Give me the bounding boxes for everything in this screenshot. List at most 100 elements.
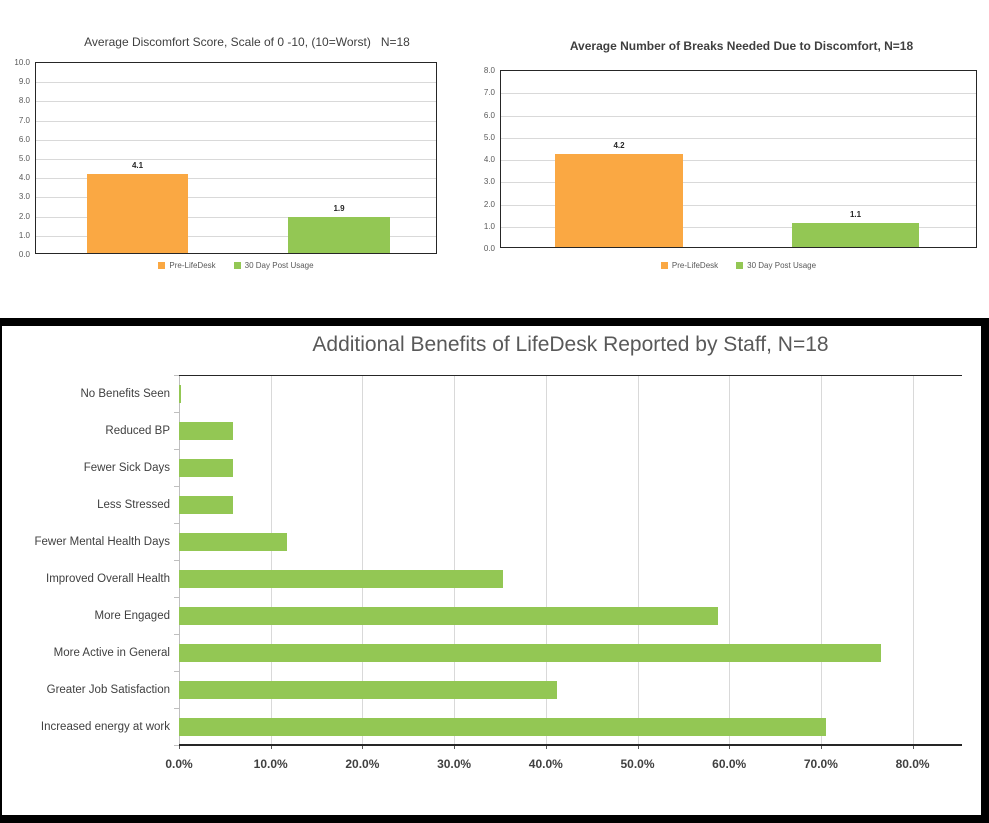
- x-axis-tick-mark: [637, 745, 639, 749]
- gridline: [454, 375, 456, 745]
- bar-pre-lifedesk: [555, 153, 683, 247]
- chart-additional-benefits: Additional Benefits of LifeDesk Reported…: [0, 318, 989, 823]
- y-axis-tick-label: 2.0: [483, 199, 495, 209]
- legend-swatch-30-day-post-usage: [233, 262, 241, 269]
- gridline: [36, 159, 436, 160]
- bar-value-label: 4.2: [613, 140, 625, 150]
- bar-more-active-in-general: [179, 643, 881, 662]
- y-axis-tick-label: 8.0: [483, 66, 495, 75]
- category-label: Fewer Mental Health Days: [34, 535, 171, 548]
- gridline: [912, 375, 914, 745]
- y-axis-tick-label: 3.0: [483, 177, 495, 187]
- gridline: [36, 235, 436, 237]
- bar-value-label: 1.1: [849, 209, 862, 219]
- category-label: More Engaged: [94, 609, 170, 622]
- x-axis-tick-label: 70.0%: [803, 757, 838, 771]
- y-axis-tick-label: 1.0: [483, 221, 495, 231]
- y-axis-tick-label: 2.0: [18, 211, 30, 221]
- gridline: [501, 226, 976, 228]
- x-axis-tick-label: 10.0%: [253, 757, 288, 771]
- x-axis-tick-label: 40.0%: [528, 757, 563, 771]
- x-axis-tick-mark: [270, 745, 272, 749]
- x-axis-tick-label: 0.0%: [165, 757, 193, 771]
- y-axis-tick-label: 10.0: [14, 58, 30, 67]
- legend-item-30-day-post-usage: 30 Day Post Usage: [233, 261, 314, 270]
- x-axis-tick-mark: [729, 745, 731, 749]
- gridline: [501, 182, 976, 184]
- y-axis-tick-label: 6.0: [483, 110, 495, 120]
- bar-less-stressed: [179, 495, 234, 514]
- category-label: Fewer Sick Days: [83, 461, 170, 474]
- y-axis-tick-label: 7.0: [18, 115, 30, 125]
- gridline: [36, 101, 436, 103]
- bar-increased-energy-at-work: [179, 717, 827, 736]
- x-axis-tick-mark: [912, 745, 914, 749]
- bar-fewer-sick-days: [179, 458, 234, 477]
- category-label: Reduced BP: [105, 424, 170, 437]
- y-axis-tick-label: 5.0: [483, 132, 495, 142]
- legend: Pre-LifeDesk 30 Day Post Usage: [35, 261, 437, 270]
- y-axis-tick-label: 6.0: [18, 134, 30, 144]
- legend-swatch-30-day-post-usage: [736, 262, 744, 269]
- category-axis-tick: [174, 708, 179, 709]
- gridline: [501, 93, 976, 95]
- x-axis-line: [179, 744, 962, 746]
- category-axis-tick: [174, 634, 179, 635]
- chart-title: Average Number of Breaks Needed Due to D…: [569, 39, 914, 53]
- y-axis-tick-label: 9.0: [18, 77, 30, 87]
- category-label: No Benefits Seen: [80, 387, 170, 400]
- bar-improved-overall-health: [179, 569, 503, 588]
- y-axis-tick-label: 0.0: [18, 250, 30, 259]
- gridline: [36, 216, 436, 218]
- plot-top-border: [179, 375, 962, 376]
- y-axis-tick-label: 3.0: [18, 192, 30, 202]
- category-axis-line: [179, 375, 180, 745]
- y-axis-tick-label: 7.0: [483, 88, 495, 98]
- category-label: Improved Overall Health: [46, 572, 170, 585]
- legend-item-30-day-post-usage: 30 Day Post Usage: [736, 261, 816, 270]
- gridline: [820, 375, 822, 745]
- bar-greater-job-satisfaction: [179, 680, 557, 699]
- y-axis-tick-label: 1.0: [18, 230, 30, 240]
- bar-reduced-bp: [179, 421, 234, 440]
- category-axis-tick: [174, 412, 179, 413]
- x-axis-tick-label: 50.0%: [620, 757, 655, 771]
- category-label: Less Stressed: [97, 498, 170, 511]
- x-axis-tick-mark: [820, 745, 822, 749]
- category-axis-tick: [174, 671, 179, 672]
- legend-item-pre-lifedesk: Pre-LifeDesk: [660, 261, 718, 270]
- x-axis-tick-label: 80.0%: [895, 757, 930, 771]
- plot-area: 8.0 7.0 6.0 5.0 4.0 3.0 2.0 1.0 0.0 4.2 1.1: [484, 66, 977, 253]
- legend-swatch-pre-lifedesk: [158, 262, 166, 269]
- category-label: More Active in General: [53, 646, 170, 659]
- category-axis-tick: [174, 745, 179, 746]
- chart-breaks-needed: Average Number of Breaks Needed Due to D…: [484, 0, 989, 300]
- legend-swatch-pre-lifedesk: [660, 262, 668, 269]
- category-axis-tick: [174, 597, 179, 598]
- x-axis-tick-label: 30.0%: [437, 757, 472, 771]
- gridline: [545, 375, 547, 745]
- legend-label: 30 Day Post Usage: [244, 261, 314, 270]
- gridline: [36, 120, 436, 122]
- category-axis-tick: [174, 449, 179, 450]
- gridline: [36, 82, 436, 84]
- legend-item-pre-lifedesk: Pre-LifeDesk: [158, 261, 216, 270]
- x-axis-tick-mark: [362, 745, 364, 749]
- gridline: [36, 139, 436, 141]
- y-axis-tick-label: 8.0: [18, 96, 30, 106]
- chart-discomfort-score: Average Discomfort Score, Scale of 0 -10…: [0, 0, 494, 300]
- x-axis-tick-mark: [545, 745, 547, 749]
- bar-no-benefits-seen: [179, 384, 181, 403]
- bar-30-day-post-usage: [792, 222, 919, 247]
- plot-area: 10.0 9.0 8.0 7.0 6.0 5.0 4.0 3.0 2.0 1.0 0.0 4.1 1.9: [14, 58, 437, 259]
- legend-label: 30 Day Post Usage: [747, 261, 817, 270]
- bar-30-day-post-usage: [288, 216, 390, 253]
- category-axis-tick: [174, 560, 179, 561]
- gridline: [36, 178, 436, 180]
- x-axis-tick-mark: [454, 745, 456, 749]
- gridline: [501, 137, 976, 139]
- gridline: [501, 204, 976, 206]
- category-axis-tick: [174, 486, 179, 487]
- gridline: [729, 375, 731, 745]
